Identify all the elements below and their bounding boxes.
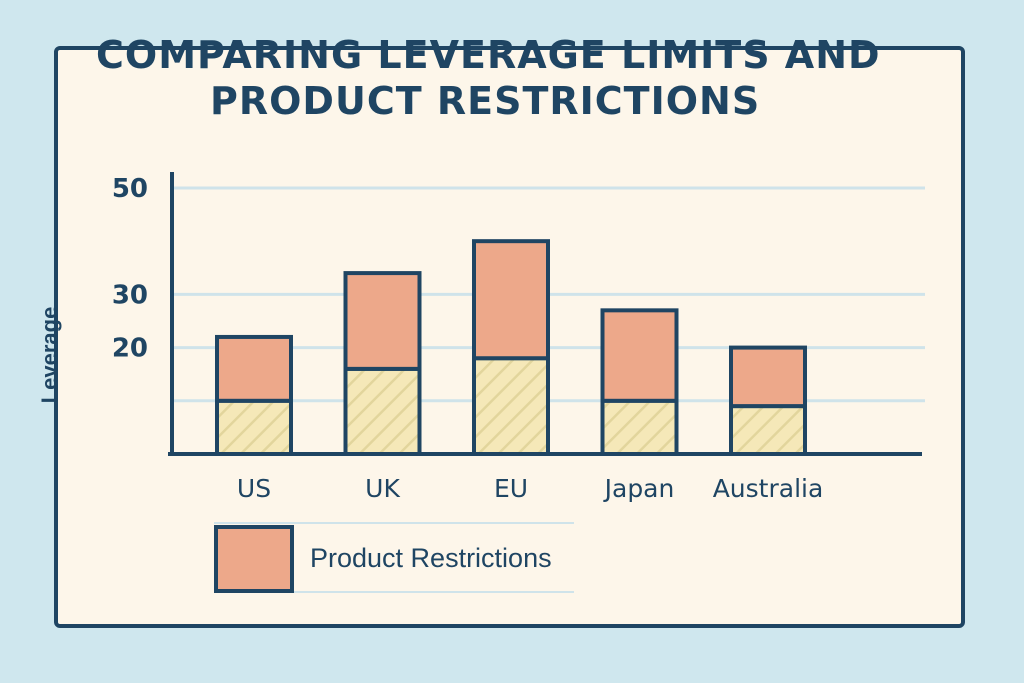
x-tick-label: Japan	[603, 474, 675, 503]
chart-title-line-1: COMPARING LEVERAGE LIMITS AND	[96, 33, 881, 77]
bar-restrictions-australia	[729, 345, 807, 409]
x-tick-label: UK	[365, 474, 400, 503]
x-tick-label: EU	[494, 474, 528, 503]
legend-rule-top	[214, 522, 574, 524]
bar-restrictions-eu	[472, 239, 550, 361]
y-tick-label: 50	[112, 174, 148, 204]
bar-base-us	[215, 398, 293, 456]
bar-restrictions-uk	[343, 271, 422, 371]
bar-base-uk	[343, 366, 422, 456]
bars	[215, 239, 807, 457]
axis-labels: 20 30 50 US UK EU Japan Australia	[112, 174, 823, 503]
bar-restrictions-us	[215, 334, 293, 403]
legend-label-product-restrictions: Product Restrictions	[310, 543, 552, 573]
chart-title: COMPARING LEVERAGE LIMITS AND PRODUCT RE…	[96, 32, 886, 124]
legend-swatch-product-restrictions	[214, 525, 294, 593]
y-tick-label: 30	[112, 280, 148, 310]
x-tick-label: Australia	[713, 474, 824, 503]
legend-rule-bottom	[214, 591, 574, 593]
bar-base-japan	[600, 398, 679, 456]
chart-title-line-2: PRODUCT RESTRICTIONS	[210, 79, 761, 123]
y-tick-label: 20	[112, 334, 148, 364]
bar-base-australia	[729, 404, 807, 457]
bar-base-eu	[472, 356, 550, 456]
axes	[168, 172, 922, 456]
x-tick-label: US	[237, 474, 271, 503]
bar-restrictions-japan	[600, 308, 679, 403]
